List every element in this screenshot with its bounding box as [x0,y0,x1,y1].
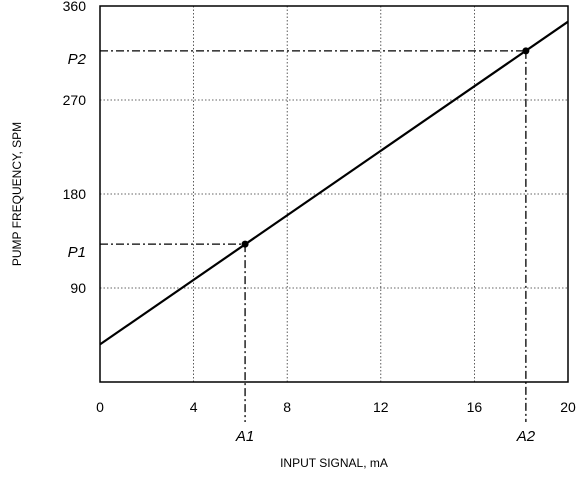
plot-frame [99,5,569,383]
x-tick-label: 8 [283,399,291,415]
y-tick-label: 270 [63,92,87,108]
y-axis-label: PUMP FREQUENCY, SPM [10,122,24,266]
x-tick-label: 4 [190,399,198,415]
x-point-label: A1 [235,428,254,445]
x-tick-label: 20 [560,399,576,415]
x-tick-label: 16 [467,399,483,415]
x-tick-label: 0 [96,399,104,415]
guide-lines [100,50,527,422]
y-tick-label: 360 [63,0,87,14]
x-point-label: A2 [516,428,536,445]
y-tick-label: 180 [63,186,87,202]
series-layer [99,20,569,346]
series-line [99,20,569,346]
grid [100,6,568,382]
point-marker [241,240,249,248]
y-point-label: P2 [68,51,87,68]
tick-labels: 0 4 8 12 16 20 90 180 270 360 P1 A1 P2 A2 [63,0,576,445]
point-marker [522,47,530,55]
y-tick-label: 90 [70,280,86,296]
point-markers [241,47,530,248]
x-axis-label: INPUT SIGNAL, mA [280,456,388,470]
y-point-label: P1 [68,244,86,261]
x-tick-label: 12 [373,399,389,415]
